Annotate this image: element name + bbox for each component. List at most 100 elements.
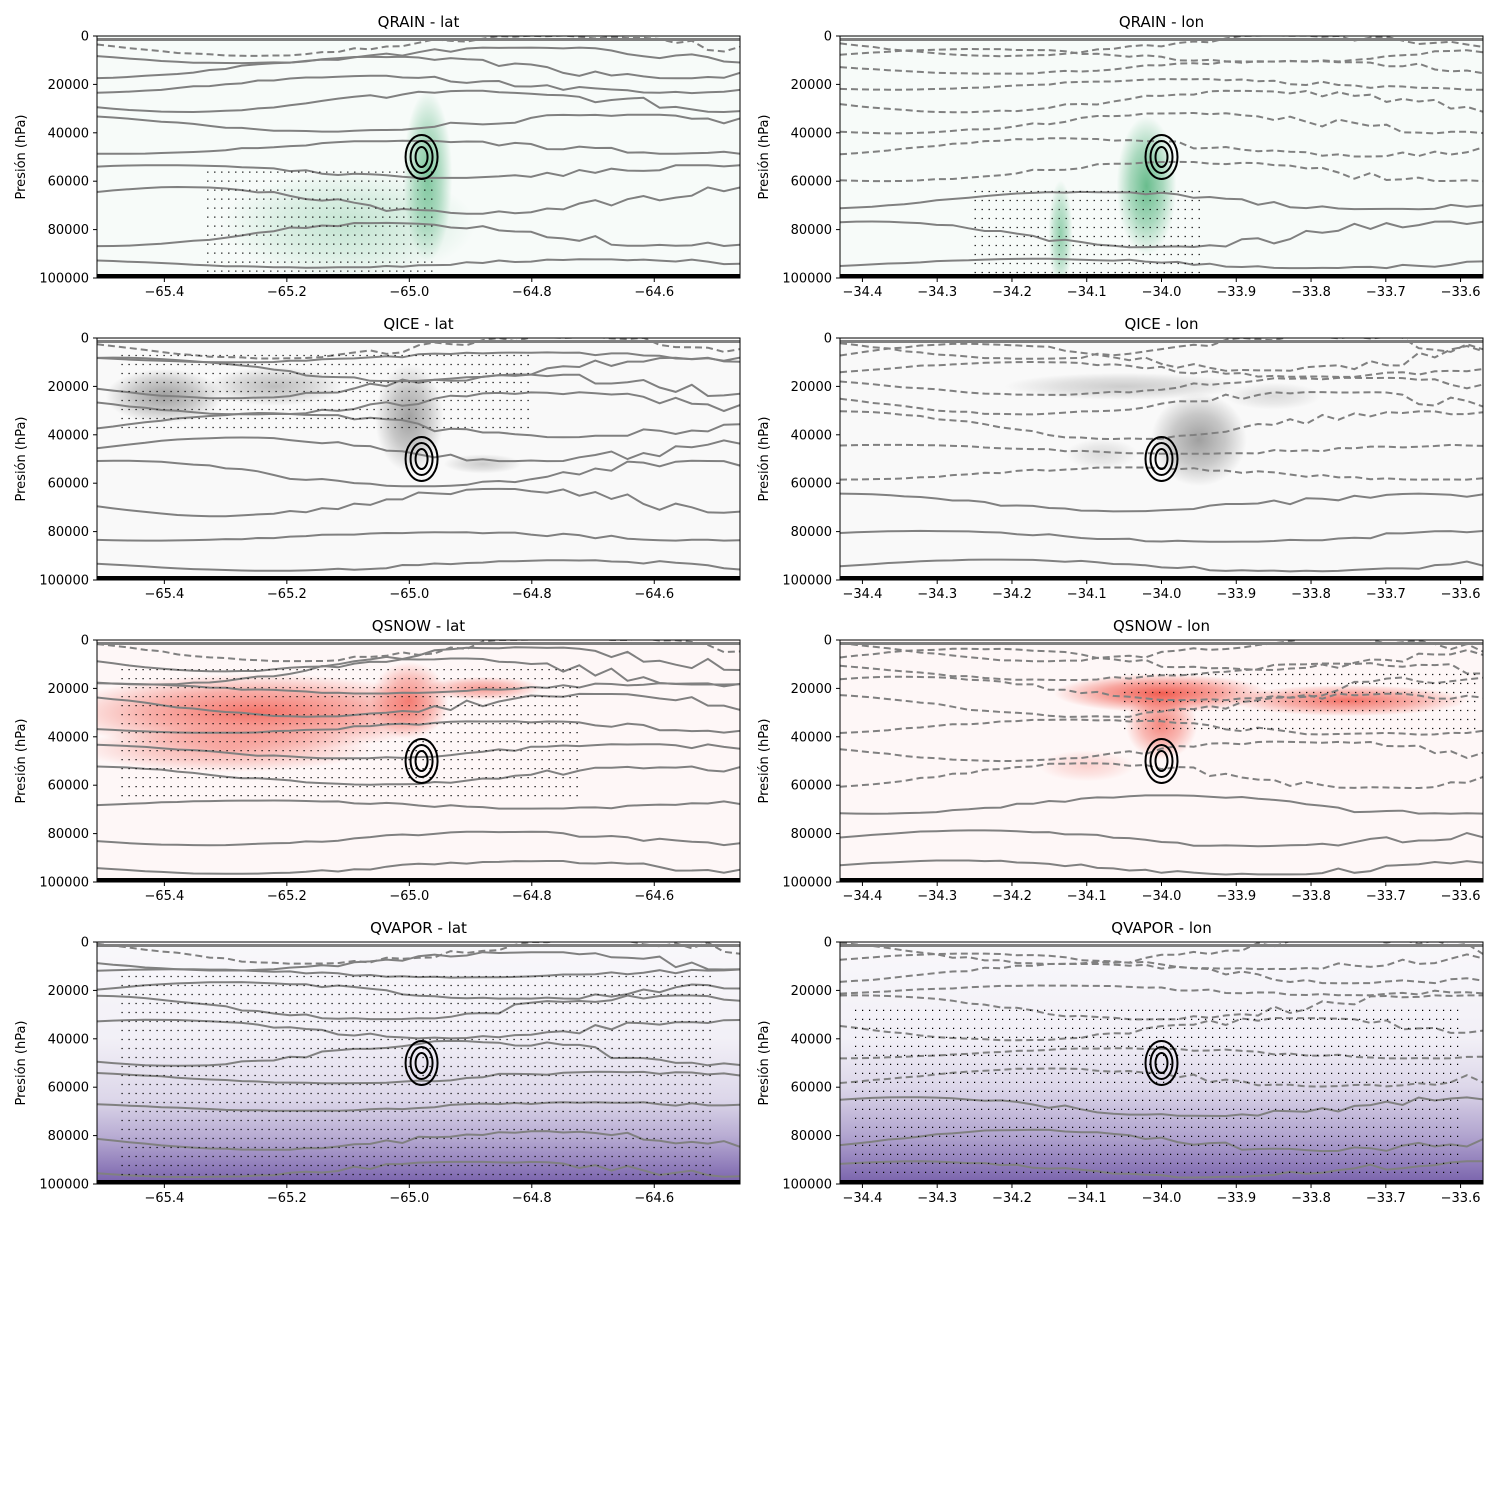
contour-line — [97, 692, 740, 718]
anomaly-contour — [409, 140, 434, 174]
field-shading — [840, 942, 1483, 1184]
contour-line — [97, 1070, 740, 1085]
y-tick-label: 0 — [824, 30, 832, 45]
top-band — [97, 340, 740, 343]
x-tick-label: −33.8 — [1291, 889, 1331, 904]
x-tick-label: −34.2 — [992, 1191, 1032, 1206]
x-tick-label: −65.4 — [144, 889, 184, 904]
x-tick-label: −33.7 — [1366, 1191, 1406, 1206]
y-tick-label: 60000 — [48, 779, 89, 794]
contour-line — [840, 640, 1483, 663]
panel-title: QSNOW - lon — [1113, 617, 1210, 635]
y-axis-label: Presión (hPa) — [14, 719, 29, 804]
anomaly-contour — [1144, 1040, 1179, 1086]
y-tick-label: 60000 — [791, 477, 832, 492]
y-tick-label: 60000 — [791, 1081, 832, 1096]
contour-line — [840, 762, 1483, 790]
plot-area — [97, 640, 740, 882]
top-band — [840, 944, 1483, 947]
axes-frame — [96, 941, 741, 1185]
surface-band — [840, 1180, 1483, 1184]
field-blob — [1225, 382, 1322, 410]
contour-line — [840, 220, 1483, 249]
x-tick-label: −64.8 — [512, 587, 552, 602]
x-tick-label: −34.2 — [992, 889, 1032, 904]
plot-area — [840, 36, 1483, 278]
contour-line — [97, 765, 740, 786]
contour-line — [97, 36, 740, 57]
contour-line — [840, 692, 1483, 718]
x-tick-label: −33.9 — [1216, 285, 1256, 300]
contour-line — [97, 799, 740, 810]
x-tick-label: −34.3 — [917, 285, 957, 300]
anomaly-contour — [414, 448, 429, 470]
y-tick-label: 40000 — [48, 1032, 89, 1047]
y-axis-label: Presión (hPa) — [14, 115, 29, 200]
y-tick-label: 40000 — [48, 730, 89, 745]
x-tick-label: −64.6 — [634, 587, 674, 602]
top-band — [840, 642, 1483, 645]
x-tick-label: −65.2 — [267, 587, 307, 602]
contour-line — [840, 391, 1483, 416]
y-tick-label: 60000 — [48, 175, 89, 190]
x-tick-label: −65.4 — [144, 587, 184, 602]
x-tick-label: −34.1 — [1067, 285, 1107, 300]
contour-line — [97, 55, 740, 80]
x-tick-label: −33.6 — [1441, 1191, 1481, 1206]
x-tick-label: −64.6 — [634, 889, 674, 904]
surface-band — [97, 576, 740, 580]
surface-band — [840, 576, 1483, 580]
contour-line — [97, 487, 740, 518]
panel-qsnow-lat: QSNOW - lat 0 20000 40000 60000 80000 100000 Pr… — [14, 617, 741, 904]
contour-line — [97, 1018, 740, 1040]
contour-line — [840, 662, 1483, 681]
contour-line — [840, 718, 1483, 736]
x-tick-label: −65.4 — [144, 285, 184, 300]
y-axis-label: Presión (hPa) — [14, 417, 29, 502]
y-tick-label: 80000 — [48, 223, 89, 238]
field-blob — [1151, 393, 1247, 487]
y-tick-label: 0 — [81, 936, 89, 951]
anomaly-contour — [1144, 134, 1179, 180]
top-band — [840, 340, 1483, 343]
x-tick-label: −34.0 — [1142, 587, 1182, 602]
x-tick-label: −64.8 — [512, 1191, 552, 1206]
contour-line — [840, 558, 1483, 573]
anomaly-contour — [409, 744, 434, 778]
contour-line — [840, 529, 1483, 543]
contour-line — [840, 190, 1483, 211]
x-tick-label: −33.8 — [1291, 1191, 1331, 1206]
y-tick-label: 20000 — [48, 984, 89, 999]
y-tick-label: 100000 — [39, 1178, 89, 1193]
plot-area — [97, 942, 740, 1184]
contour-line — [97, 411, 740, 439]
x-tick-label: −33.9 — [1216, 1191, 1256, 1206]
y-tick-label: 40000 — [48, 428, 89, 443]
anomaly-contour — [409, 442, 434, 476]
anomaly-contour — [1149, 140, 1174, 174]
field-blob — [1228, 685, 1469, 716]
x-tick-label: −33.9 — [1216, 587, 1256, 602]
panel-qice-lon: QICE - lon 0 20000 40000 60000 80000 100000 Pre… — [757, 315, 1484, 602]
anomaly-contour — [404, 738, 439, 784]
x-tick-label: −34.2 — [992, 285, 1032, 300]
anomaly-contour — [1144, 436, 1179, 482]
contour-line — [840, 942, 1483, 965]
surface-band — [97, 878, 740, 882]
x-tick-label: −65.4 — [144, 1191, 184, 1206]
x-tick-label: −34.0 — [1142, 889, 1182, 904]
y-tick-label: 40000 — [791, 126, 832, 141]
contour-line — [840, 962, 1483, 985]
contour-line — [97, 942, 740, 965]
x-tick-label: −34.1 — [1067, 1191, 1107, 1206]
y-tick-label: 40000 — [791, 428, 832, 443]
y-axis-label: Presión (hPa) — [757, 719, 772, 804]
contour-line — [97, 646, 740, 673]
y-tick-label: 80000 — [791, 827, 832, 842]
contour-line — [840, 1016, 1483, 1042]
field-blob — [1125, 689, 1198, 760]
x-tick-label: −64.6 — [634, 285, 674, 300]
top-band — [97, 38, 740, 41]
contour-line — [97, 46, 740, 65]
surface-band — [97, 1180, 740, 1184]
